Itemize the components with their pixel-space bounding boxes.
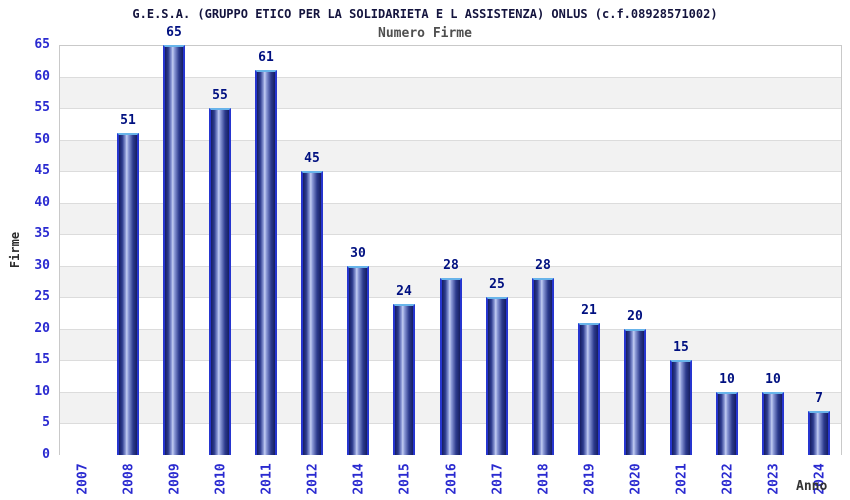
- gridline: [60, 265, 841, 267]
- bar-value-label: 45: [304, 151, 320, 166]
- bar-2016: [440, 278, 462, 455]
- y-tick-label: 40: [34, 194, 50, 210]
- y-tick-label: 55: [34, 100, 50, 116]
- gridline: [60, 171, 841, 173]
- plot-band: [60, 203, 841, 236]
- y-tick-label: 0: [42, 447, 50, 462]
- bar-value-label: 61: [258, 50, 274, 65]
- gridline: [60, 202, 841, 204]
- bar-value-label: 10: [765, 372, 781, 387]
- bar-value-label: 7: [815, 391, 823, 406]
- bar-value-label: 55: [212, 88, 228, 103]
- bar-2010: [209, 108, 231, 455]
- gridline: [60, 139, 841, 141]
- plot-band: [60, 140, 841, 173]
- y-tick-label: 45: [34, 163, 50, 179]
- bar-2011: [255, 70, 277, 455]
- x-tick-label: 2022: [720, 463, 736, 495]
- x-tick-label: 2017: [490, 463, 506, 495]
- chart-subtitle: Numero Firme: [378, 26, 472, 41]
- bar-value-label: 20: [627, 309, 643, 324]
- bar-2018: [532, 278, 554, 455]
- bar-value-label: 10: [719, 372, 735, 387]
- x-tick-label: 2020: [628, 463, 644, 495]
- x-tick-label: 2016: [444, 463, 460, 495]
- plot-band: [60, 235, 841, 267]
- bar-value-label: 25: [489, 277, 505, 292]
- x-tick-label: 2015: [397, 463, 413, 495]
- bar-2020: [624, 329, 646, 455]
- plot-band: [60, 172, 841, 204]
- plot-band: [60, 46, 841, 78]
- bar-2014: [347, 266, 369, 455]
- x-tick-label: 2012: [305, 463, 321, 495]
- x-tick-label: 2007: [75, 463, 91, 495]
- bar-value-label: 24: [396, 284, 412, 299]
- x-tick-label: 2010: [213, 463, 229, 495]
- y-axis-title: Firme: [8, 231, 23, 269]
- y-tick-label: 35: [34, 226, 50, 242]
- plot-band: [60, 109, 841, 141]
- x-tick-label: 2014: [351, 463, 367, 495]
- bar-2022: [716, 392, 738, 455]
- gridline: [60, 108, 841, 110]
- x-tick-label: 2008: [121, 463, 137, 495]
- bar-value-label: 15: [673, 340, 689, 355]
- x-tick-label: 2018: [536, 463, 552, 495]
- y-tick-label: 30: [34, 257, 50, 273]
- x-tick-label: 2011: [259, 463, 275, 495]
- y-tick-label: 65: [34, 37, 50, 52]
- y-tick-label: 25: [34, 289, 50, 305]
- y-tick-label: 60: [34, 68, 50, 84]
- gridline: [60, 76, 841, 78]
- bar-2021: [670, 360, 692, 455]
- bar-2024: [808, 411, 830, 455]
- x-tick-label: 2021: [674, 463, 690, 495]
- x-tick-label: 2019: [582, 463, 598, 495]
- bar-2017: [486, 297, 508, 455]
- y-tick-label: 20: [34, 320, 50, 336]
- y-tick-label: 10: [34, 383, 50, 399]
- bar-2015: [393, 304, 415, 455]
- gridline: [60, 234, 841, 236]
- x-tick-label: 2023: [766, 463, 782, 495]
- bar-value-label: 51: [120, 113, 136, 128]
- x-axis-title: Anno: [796, 479, 828, 494]
- bar-value-label: 30: [350, 246, 366, 261]
- bar-value-label: 28: [443, 258, 459, 273]
- plot-band: [60, 77, 841, 110]
- y-tick-label: 15: [34, 352, 50, 368]
- bar-value-label: 21: [581, 303, 597, 318]
- bar-value-label: 28: [535, 258, 551, 273]
- bar-2012: [301, 171, 323, 455]
- bar-value-label: 65: [166, 25, 182, 40]
- y-tick-label: 50: [34, 131, 50, 147]
- bar-2009: [163, 45, 185, 455]
- bar-2008: [117, 133, 139, 455]
- bar-2019: [578, 323, 600, 455]
- bar-2023: [762, 392, 784, 455]
- y-tick-label: 5: [42, 415, 50, 431]
- x-tick-label: 2009: [167, 463, 183, 495]
- chart-title: G.E.S.A. (GRUPPO ETICO PER LA SOLIDARIET…: [132, 7, 718, 21]
